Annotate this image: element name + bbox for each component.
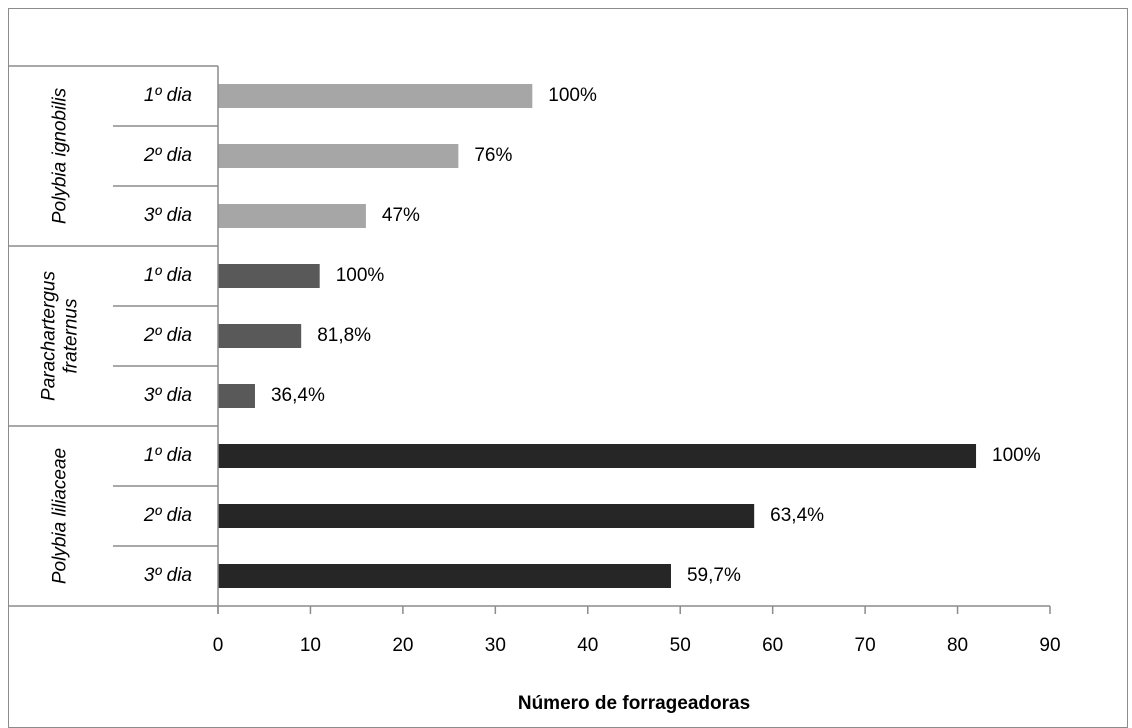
data-label: 36,4% (271, 385, 325, 406)
bar (218, 264, 320, 288)
day-label: 1º dia (144, 445, 192, 466)
group-label: fraternus (61, 298, 82, 373)
day-label: 2º dia (143, 145, 192, 166)
data-label: 100% (336, 265, 385, 286)
bar (218, 144, 459, 168)
bar (218, 444, 977, 468)
data-label: 63,4% (770, 505, 824, 526)
chart-frame (8, 8, 1128, 728)
day-label: 3º dia (144, 385, 192, 406)
x-tick-label: 50 (670, 635, 691, 656)
x-tick-label: 70 (855, 635, 876, 656)
group-label: Polybia ignobilis (50, 87, 71, 224)
day-label: 3º dia (144, 565, 192, 586)
x-tick-label: 40 (577, 635, 598, 656)
day-label: 1º dia (144, 265, 192, 286)
data-label: 76% (474, 145, 512, 166)
bar (218, 84, 533, 108)
data-label: 100% (548, 85, 597, 106)
x-tick-label: 30 (485, 635, 506, 656)
x-tick-label: 80 (947, 635, 968, 656)
group-label: Parachartergus (39, 271, 60, 401)
data-label: 100% (992, 445, 1041, 466)
bar (218, 504, 755, 528)
x-tick-label: 10 (300, 635, 321, 656)
bar (218, 384, 255, 408)
day-label: 1º dia (144, 85, 192, 106)
bar (218, 564, 671, 588)
x-axis-title: Número de forrageadoras (518, 693, 750, 714)
x-tick-label: 90 (1039, 635, 1060, 656)
x-tick-label: 0 (213, 635, 224, 656)
bar (218, 324, 302, 348)
day-label: 2º dia (143, 325, 192, 346)
day-label: 3º dia (144, 205, 192, 226)
data-label: 47% (382, 205, 420, 226)
data-label: 81,8% (317, 325, 371, 346)
bar (218, 204, 366, 228)
day-label: 2º dia (143, 505, 192, 526)
x-tick-label: 20 (392, 635, 413, 656)
data-label: 59,7% (687, 565, 741, 586)
x-tick-label: 60 (762, 635, 783, 656)
group-label: Polybia liliaceae (50, 448, 71, 584)
